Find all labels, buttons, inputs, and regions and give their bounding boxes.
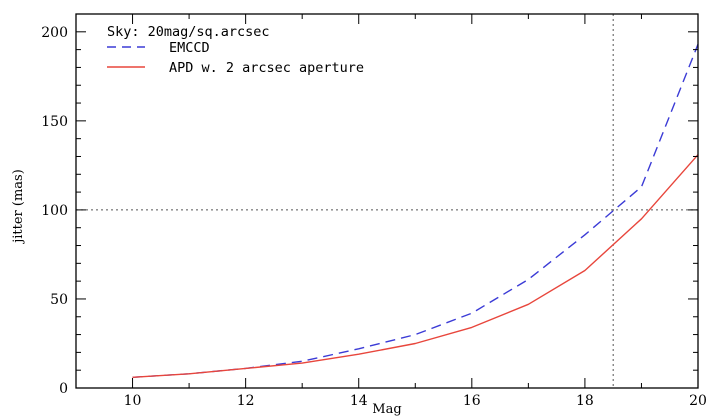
y-axis-title: jitter (mas)	[11, 169, 26, 245]
x-tick-label: 18	[576, 393, 594, 409]
y-tick-label: 50	[50, 292, 68, 308]
x-tick-label: 20	[689, 393, 706, 409]
x-tick-label: 16	[463, 393, 481, 409]
x-tick-label: 12	[237, 393, 255, 409]
y-tick-label: 0	[59, 381, 68, 397]
legend-label-emccd: EMCCD	[169, 40, 210, 56]
x-tick-label: 14	[350, 393, 368, 409]
axes	[75, 13, 699, 389]
legend-label-apd: APD w. 2 arcsec aperture	[169, 60, 364, 76]
series-line-apd	[132, 154, 699, 378]
reference-lines	[76, 14, 698, 388]
legend: Sky: 20mag/sq.arcsec EMCCD APD w. 2 arcs…	[107, 24, 364, 76]
y-tick-label: 200	[41, 25, 68, 41]
legend-header: Sky: 20mag/sq.arcsec	[107, 24, 270, 40]
x-tick-label: 10	[124, 393, 142, 409]
x-axis-title: Mag	[372, 402, 401, 417]
plot-frame	[75, 13, 699, 389]
y-tick-label: 100	[41, 203, 68, 219]
y-tick-label: 150	[41, 114, 68, 130]
series-layer	[132, 44, 699, 378]
